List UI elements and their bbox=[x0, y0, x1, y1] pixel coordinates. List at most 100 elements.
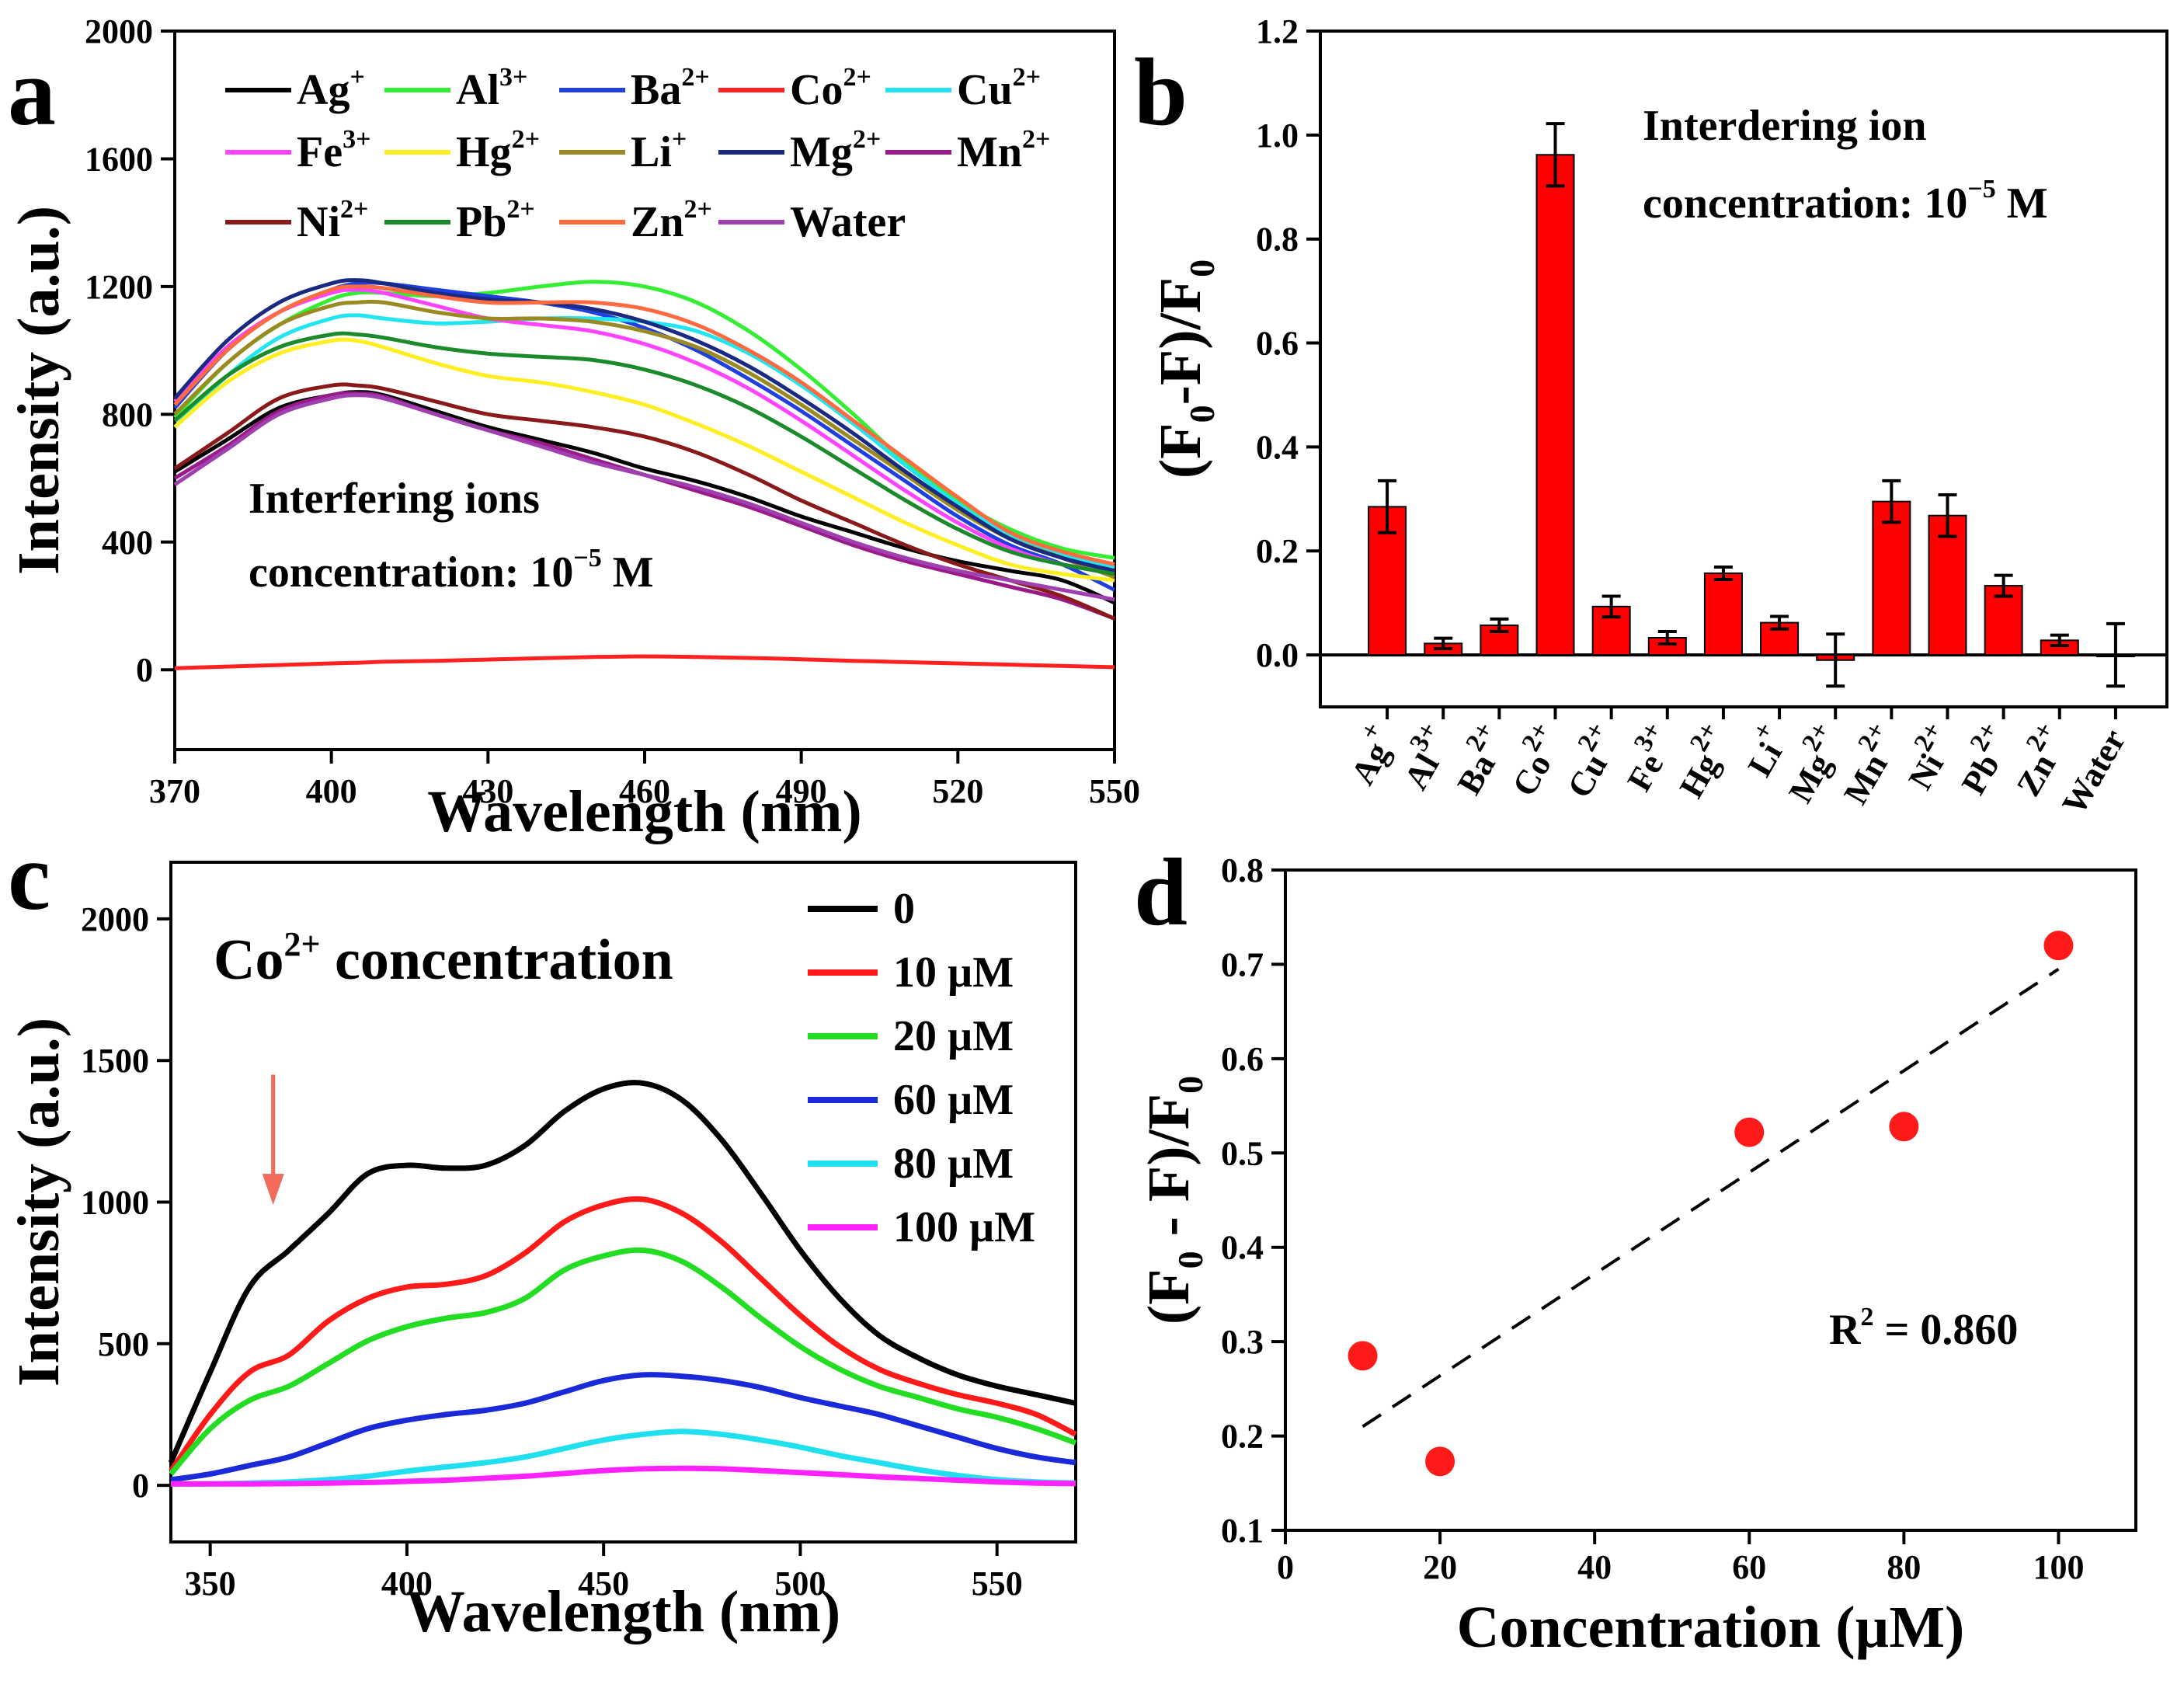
x-tick-label: 400 bbox=[381, 1564, 433, 1603]
y-tick-label: 1.2 bbox=[1256, 12, 1299, 50]
plot-frame-d bbox=[1284, 868, 2137, 1532]
y-tick-label: 800 bbox=[102, 395, 153, 433]
x-axis-label: Wavelength (nm) bbox=[406, 1579, 840, 1644]
x-tick-label: 40 bbox=[1577, 1548, 1612, 1586]
x-tick-label: Cu2+ bbox=[1550, 718, 1629, 805]
annotation-line-1: Interfering ions bbox=[249, 475, 540, 523]
x-tick-label: Ni2+ bbox=[1891, 718, 1965, 796]
annotation-line-2: concentration: 10−5 M bbox=[249, 544, 654, 597]
bar bbox=[1535, 154, 1575, 656]
y-tick-label: 1200 bbox=[85, 268, 153, 306]
legend-label: 100 µM bbox=[893, 1203, 1035, 1251]
x-tick-label: 0 bbox=[1277, 1548, 1294, 1586]
legend-label: Al3+ bbox=[456, 63, 527, 114]
x-tick-label: 520 bbox=[932, 772, 983, 810]
x-tick-label: Al3+ bbox=[1387, 718, 1461, 796]
y-tick-label: 1500 bbox=[81, 1042, 149, 1080]
y-tick-label: 400 bbox=[102, 524, 153, 562]
annotation-title: Co2+ concentration bbox=[214, 925, 673, 992]
r-squared-label: R2 = 0.860 bbox=[1829, 1303, 2018, 1354]
x-axis-label: Wavelength (nm) bbox=[427, 779, 861, 844]
data-point bbox=[2043, 931, 2074, 961]
panel-d: 0 20 40 60 80 100 0.1 0.2 0.3 0.4 0.5 0.6 0.7 0.8 R2 =… bbox=[1136, 851, 2137, 1660]
y-tick-label: 0.1 bbox=[1221, 1512, 1264, 1550]
y-tick-label: 0.6 bbox=[1256, 325, 1299, 363]
legend-label: Mg2+ bbox=[790, 125, 881, 176]
annotation-line-1: Interdering ion bbox=[1643, 102, 1927, 150]
data-point bbox=[1348, 1341, 1378, 1371]
plot-frame-b bbox=[1319, 30, 2168, 708]
legend-label: Li+ bbox=[631, 125, 687, 176]
x-tick-label: 80 bbox=[1887, 1548, 1921, 1586]
y-tick-label: 0.8 bbox=[1256, 221, 1299, 259]
y-axis-label: Intensity (a.u.) bbox=[6, 1018, 71, 1387]
series-line bbox=[170, 1372, 1076, 1483]
legend-label: Ag+ bbox=[297, 63, 365, 114]
legend-label: Fe3+ bbox=[297, 125, 370, 176]
y-axis-label: (F0 - F)/F0 bbox=[1136, 1076, 1210, 1324]
y-tick-label: 0.4 bbox=[1256, 428, 1299, 466]
series-line bbox=[169, 1195, 1077, 1473]
legend-label: 10 µM bbox=[893, 948, 1014, 997]
y-tick-label: 0.7 bbox=[1221, 945, 1264, 983]
x-tick-label: Li+ bbox=[1731, 718, 1797, 783]
panel-letter-a: a bbox=[8, 39, 56, 145]
legend-label: 20 µM bbox=[893, 1012, 1014, 1060]
x-tick-label: Hg2+ bbox=[1663, 718, 1741, 805]
y-tick-label: 2000 bbox=[85, 12, 153, 50]
x-tick-label: 500 bbox=[774, 1564, 826, 1603]
series-line bbox=[171, 1465, 1076, 1487]
legend-label: Pb2+ bbox=[456, 195, 535, 246]
x-tick-label: 490 bbox=[776, 772, 827, 810]
y-tick-label: 0.5 bbox=[1221, 1134, 1264, 1172]
y-tick-label: 0.4 bbox=[1221, 1229, 1264, 1267]
x-tick-label: Water bbox=[2055, 723, 2134, 821]
y-tick-label: 1600 bbox=[85, 140, 153, 178]
y-tick-label: 0.2 bbox=[1256, 532, 1299, 570]
legend-label: Water bbox=[790, 198, 906, 246]
series-line-co bbox=[174, 654, 1115, 670]
legend-label: 60 µM bbox=[893, 1076, 1014, 1124]
y-tick-label: 500 bbox=[98, 1325, 149, 1363]
panel-letter-d: d bbox=[1134, 839, 1188, 945]
legend-label: Cu2+ bbox=[957, 63, 1041, 114]
y-tick-label: 0 bbox=[132, 1467, 149, 1505]
legend-label: Zn2+ bbox=[631, 195, 712, 246]
y-tick-label: 2000 bbox=[81, 900, 149, 938]
data-point bbox=[1889, 1112, 1919, 1142]
x-tick-label: Co2+ bbox=[1496, 718, 1574, 803]
legend-label: 0 bbox=[893, 885, 915, 933]
y-tick-label: 1000 bbox=[81, 1184, 149, 1222]
series-line-pb bbox=[173, 331, 1115, 576]
y-tick-label: 0.0 bbox=[1256, 636, 1299, 674]
decrease-arrow-head bbox=[262, 1174, 284, 1206]
y-tick-label: 0.2 bbox=[1221, 1418, 1264, 1456]
series-line-hg bbox=[173, 337, 1115, 583]
data-point bbox=[1734, 1117, 1765, 1147]
data-point bbox=[1425, 1446, 1455, 1477]
x-axis-label: Concentration (µM) bbox=[1457, 1595, 1965, 1660]
legend-label: Ni2+ bbox=[297, 195, 368, 246]
x-tick-label: 370 bbox=[149, 772, 200, 810]
series-line bbox=[170, 1429, 1076, 1487]
bar bbox=[1872, 500, 1911, 656]
series-line-water bbox=[173, 393, 1115, 602]
x-tick-label: Ag+ bbox=[1334, 718, 1405, 792]
x-tick-label: 430 bbox=[462, 772, 513, 810]
series-line bbox=[169, 1247, 1077, 1476]
x-tick-label: 60 bbox=[1732, 1548, 1766, 1586]
legend-label: Mn2+ bbox=[957, 125, 1050, 176]
x-tick-label: 550 bbox=[1089, 772, 1140, 810]
x-tick-label: 350 bbox=[185, 1564, 236, 1603]
series-line-fe bbox=[173, 287, 1115, 573]
legend-label: Ba2+ bbox=[631, 63, 710, 114]
x-tick-label: Ba2+ bbox=[1441, 718, 1517, 801]
y-axis-label: (F0-F)/F0 bbox=[1148, 259, 1222, 479]
legend-label: Hg2+ bbox=[456, 125, 540, 176]
series-line-cu bbox=[173, 313, 1115, 570]
series-line-li bbox=[173, 299, 1115, 579]
y-tick-label: 0.8 bbox=[1221, 851, 1264, 889]
fit-line bbox=[1362, 967, 2060, 1429]
y-axis-label: Intensity (a.u.) bbox=[6, 206, 71, 575]
